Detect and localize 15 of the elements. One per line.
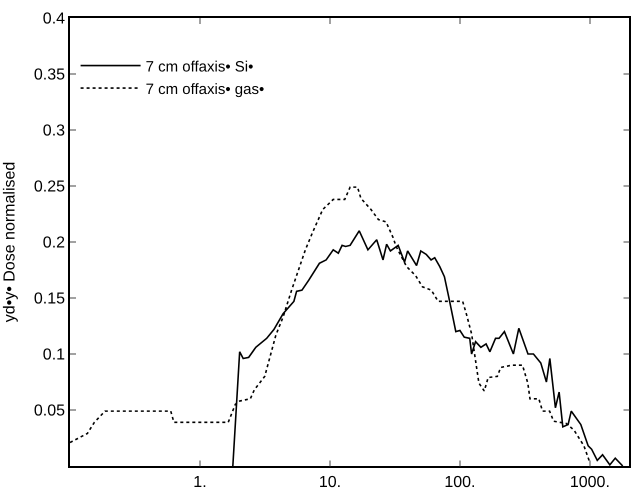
y-tick-label: 0.3 <box>42 122 66 140</box>
y-tick-label: 0.05 <box>34 402 66 420</box>
y-tick-label: 0.35 <box>34 66 66 84</box>
legend-label: 7 cm offaxis• Si• <box>146 58 254 76</box>
y-tick-label: 0.4 <box>42 10 66 28</box>
x-tick-label: 10. <box>318 474 342 491</box>
y-axis-title: yd•y• Dose normalised <box>1 162 18 322</box>
legend-label: 7 cm offaxis• gas• <box>146 80 264 98</box>
y-tick-label: 0.15 <box>34 290 66 308</box>
x-tick-label: 100. <box>444 474 476 491</box>
x-tick-label: 1000. <box>570 474 610 491</box>
y-tick-label: 0.1 <box>42 346 66 364</box>
y-tick-label: 0.2 <box>42 234 66 252</box>
y-tick-label: 0.25 <box>34 178 66 196</box>
x-tick-label: 1. <box>193 474 207 491</box>
